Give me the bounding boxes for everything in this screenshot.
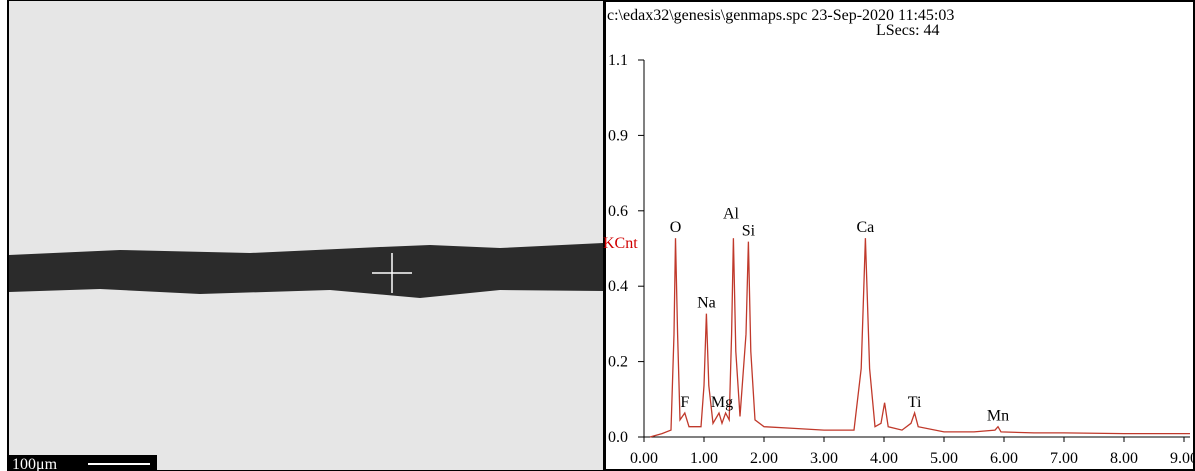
x-tick-label: 8.00 <box>1110 450 1138 467</box>
x-tick-label: 4.00 <box>870 450 898 467</box>
y-tick-label: 0.4 <box>608 278 628 295</box>
x-tick-label: 6.00 <box>990 450 1018 467</box>
chart-subtitle: LSecs: 44 <box>876 22 940 39</box>
y-axis-label: KCnt <box>603 235 638 252</box>
peak-label: Na <box>697 295 716 312</box>
y-tick-label: 0.6 <box>608 203 628 220</box>
peak-label: Mn <box>987 408 1009 425</box>
y-tick-label: 0.0 <box>608 429 628 446</box>
x-tick-label: 1.00 <box>690 450 718 467</box>
x-tick-label: 9.00 <box>1170 450 1195 467</box>
peak-label: Al <box>723 206 740 223</box>
image-background <box>7 0 605 471</box>
y-tick-label: 1.1 <box>608 52 628 69</box>
peak-label: Mg <box>711 394 733 411</box>
x-tick-label: 5.00 <box>930 450 958 467</box>
x-tick-label: 0.00 <box>630 450 658 467</box>
x-tick-label: 3.00 <box>810 450 838 467</box>
peak-label: Ti <box>908 394 922 411</box>
spectrum-line <box>649 238 1190 438</box>
scale-label: 100μm <box>12 456 58 471</box>
sem-image: 100μm <box>7 0 605 471</box>
peak-label: O <box>670 219 682 236</box>
y-tick-label: 0.9 <box>608 127 628 144</box>
spectrum-panel <box>604 0 1195 471</box>
x-tick-label: 2.00 <box>750 450 778 467</box>
scale-bar-box <box>9 455 157 471</box>
plot: 0.0 0.2 0.4 0.6 0.9 1.1 0.00 1.00 2.00 3.00 4.00 5.… <box>608 52 1195 467</box>
chart-title: c:\edax32\genesis\genmaps.spc 23-Sep-202… <box>607 7 954 24</box>
peak-label: Ca <box>857 219 875 236</box>
x-tick-label: 7.00 <box>1050 450 1078 467</box>
y-tick-label: 0.2 <box>608 354 628 371</box>
peak-label: F <box>680 394 689 411</box>
peak-label: Si <box>742 223 756 240</box>
dark-band <box>9 243 603 298</box>
